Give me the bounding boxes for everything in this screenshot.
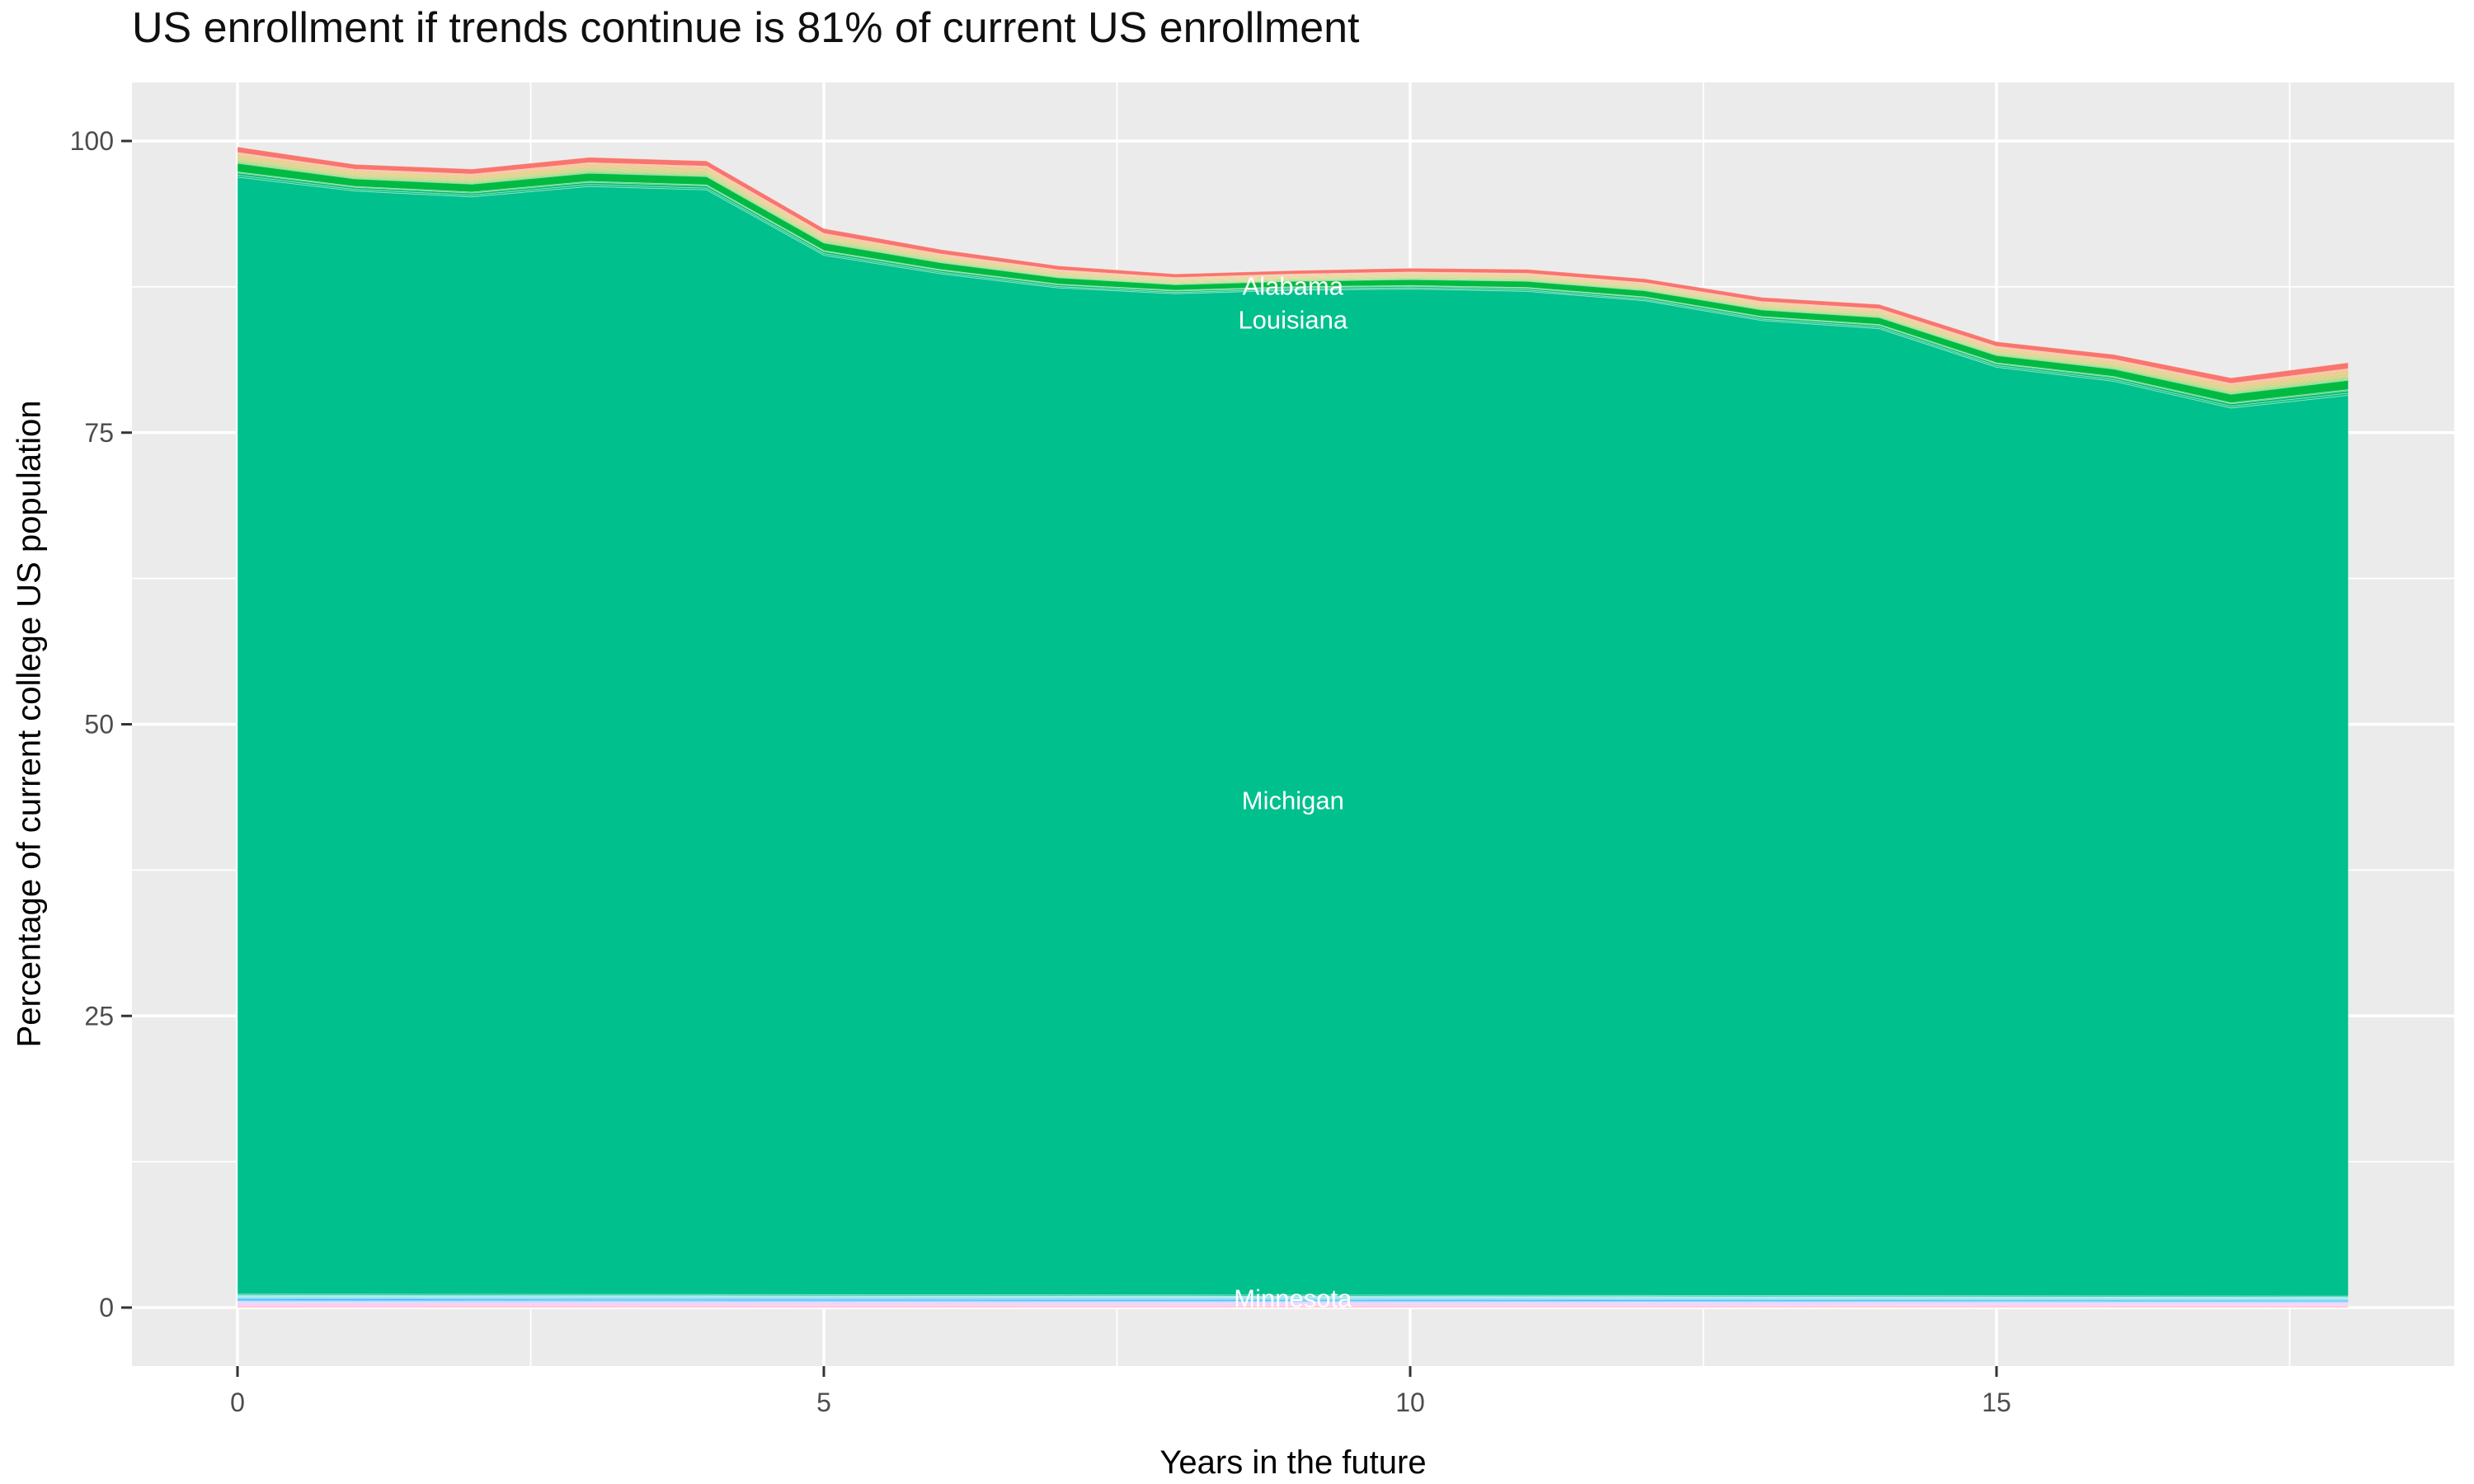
area-label-alabama: Alabama [1243, 271, 1344, 300]
y-tick-label: 0 [99, 1293, 114, 1322]
y-tick-label: 75 [84, 418, 114, 448]
area-label-minnesota: Minnesota [1234, 1284, 1352, 1313]
chart-title: US enrollment if trends continue is 81% … [132, 4, 1360, 52]
y-tick-label: 100 [70, 126, 114, 156]
area-label-michigan: Michigan [1242, 786, 1344, 815]
x-tick-label: 15 [1982, 1388, 2011, 1417]
y-tick-label: 25 [84, 1001, 114, 1031]
x-tick-label: 5 [816, 1388, 831, 1417]
y-tick-label: 50 [84, 710, 114, 740]
x-axis-title: Years in the future [1159, 1444, 1427, 1481]
x-tick-label: 0 [230, 1388, 245, 1417]
area-label-louisiana: Louisiana [1238, 305, 1348, 334]
y-axis-title: Percentage of current college US populat… [11, 400, 48, 1048]
x-tick-label: 10 [1395, 1388, 1425, 1417]
